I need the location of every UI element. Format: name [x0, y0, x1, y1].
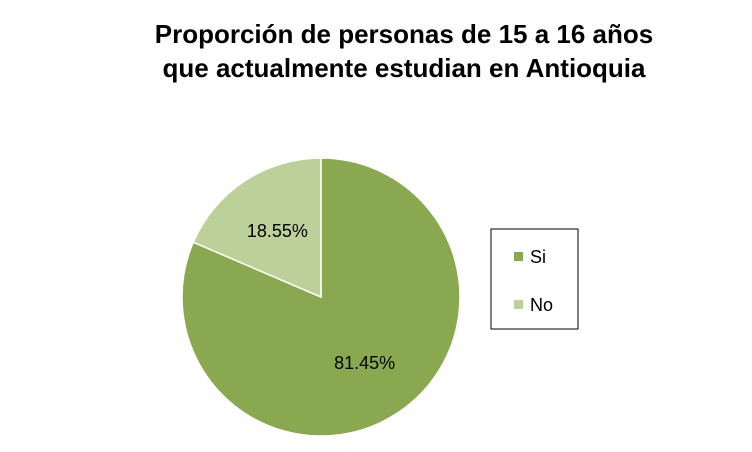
legend-label-no: No: [530, 295, 553, 315]
legend-box: [490, 228, 579, 330]
pie-slices: [181, 157, 461, 437]
legend-swatch-no: [514, 300, 523, 309]
legend-swatch-si: [514, 252, 523, 261]
legend-label-si: Si: [530, 247, 546, 267]
chart-title-line-2: que actualmente estudian en Antioquia: [163, 53, 647, 83]
chart-title: Proporción de personas de 15 a 16 años q…: [155, 19, 654, 83]
pie-slice-no: [192, 157, 322, 299]
data-label-si: 81.45%: [334, 353, 395, 373]
pie-data-labels: 81.45% 18.55%: [247, 221, 395, 373]
legend: Si No: [490, 228, 579, 330]
data-label-no: 18.55%: [247, 221, 308, 241]
chart-title-line-1: Proporción de personas de 15 a 16 años: [155, 19, 654, 49]
